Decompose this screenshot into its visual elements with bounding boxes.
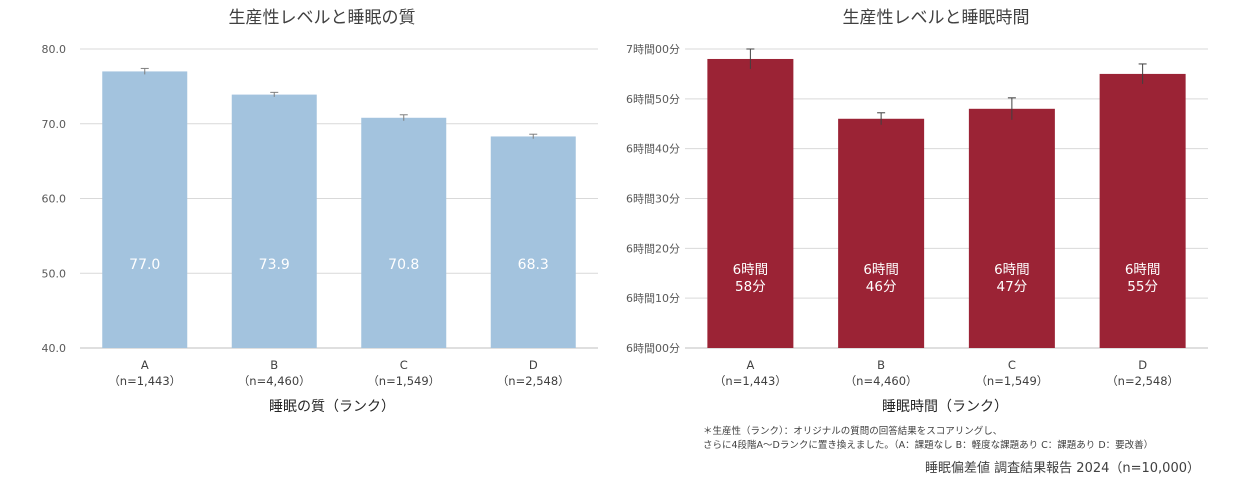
footnote-line-1: ＊生産性（ランク）：オリジナルの質問の回答結果をスコアリングし、	[703, 425, 1002, 437]
value-label: 46分	[866, 279, 897, 295]
bar-c	[968, 108, 1055, 348]
y-tick-label: 6時間00分	[626, 342, 680, 355]
value-label: 77.0	[129, 257, 160, 273]
x-axis-label: 睡眠時間（ランク）	[882, 399, 1008, 415]
y-tick-label: 6時間40分	[626, 143, 680, 156]
bar-d	[1099, 73, 1186, 349]
category-count-label: （n=1,549）	[975, 374, 1048, 388]
chart-title: 生産性レベルと睡眠の質	[229, 8, 416, 28]
bar-a	[707, 58, 794, 348]
value-label: 6時間	[1125, 262, 1161, 278]
y-tick-label: 40.0	[42, 342, 67, 355]
category-count-label: （n=2,548）	[1106, 374, 1179, 388]
value-label: 6時間	[733, 262, 769, 278]
bar-d	[490, 136, 576, 348]
bar-a	[102, 71, 188, 349]
value-label: 73.9	[259, 257, 290, 273]
category-count-label: （n=1,443）	[714, 374, 787, 388]
chart-sleep-duration: 生産性レベルと睡眠時間 6時間00分6時間10分6時間20分6時間30分6時間4…	[626, 8, 1208, 415]
value-label: 6時間	[994, 262, 1030, 278]
chart-sleep-quality: 生産性レベルと睡眠の質 40.0 50.0 60.0 70.0 80.0 77.0 73.…	[42, 8, 598, 415]
category-count-label: （n=1,549）	[367, 374, 440, 388]
footnote-line-2: さらに4段階A～Dランクに置き換えました。（A：課題なし B：軽度な課題あり C…	[703, 439, 1153, 451]
value-label: 47分	[997, 279, 1028, 295]
chart-title: 生産性レベルと睡眠時間	[843, 8, 1030, 28]
y-tick-label: 7時間00分	[626, 43, 680, 56]
category-count-label: （n=4,460）	[845, 374, 918, 388]
y-tick-label: 6時間20分	[626, 242, 680, 255]
category-count-label: （n=2,548）	[497, 374, 570, 388]
category-label: C	[400, 358, 408, 372]
value-label: 68.3	[518, 257, 549, 273]
category-label: C	[1008, 358, 1016, 372]
category-count-label: （n=4,460）	[238, 374, 311, 388]
source-note: 睡眠偏差値 調査結果報告 2024（n=10,000）	[925, 460, 1200, 476]
y-tick-label: 80.0	[42, 43, 67, 56]
x-axis-label: 睡眠の質（ランク）	[269, 399, 395, 415]
category-label: D	[529, 358, 538, 372]
value-label: 58分	[735, 279, 766, 295]
category-label: D	[1138, 358, 1147, 372]
value-label: 6時間	[863, 262, 899, 278]
bar-b	[838, 118, 925, 349]
category-label: A	[141, 358, 149, 372]
value-label: 70.8	[388, 257, 419, 273]
value-label: 55分	[1127, 279, 1158, 295]
y-tick-label: 6時間50分	[626, 93, 680, 106]
y-tick-label: 60.0	[42, 193, 67, 206]
category-label: B	[270, 358, 278, 372]
y-tick-label: 6時間30分	[626, 193, 680, 206]
category-label: A	[746, 358, 754, 372]
category-label: B	[877, 358, 885, 372]
y-tick-label: 6時間10分	[626, 292, 680, 305]
bar-c	[361, 117, 447, 349]
bar-b	[231, 94, 317, 348]
category-count-label: （n=1,443）	[108, 374, 181, 388]
y-tick-label: 70.0	[42, 118, 67, 131]
y-tick-label: 50.0	[42, 267, 67, 280]
